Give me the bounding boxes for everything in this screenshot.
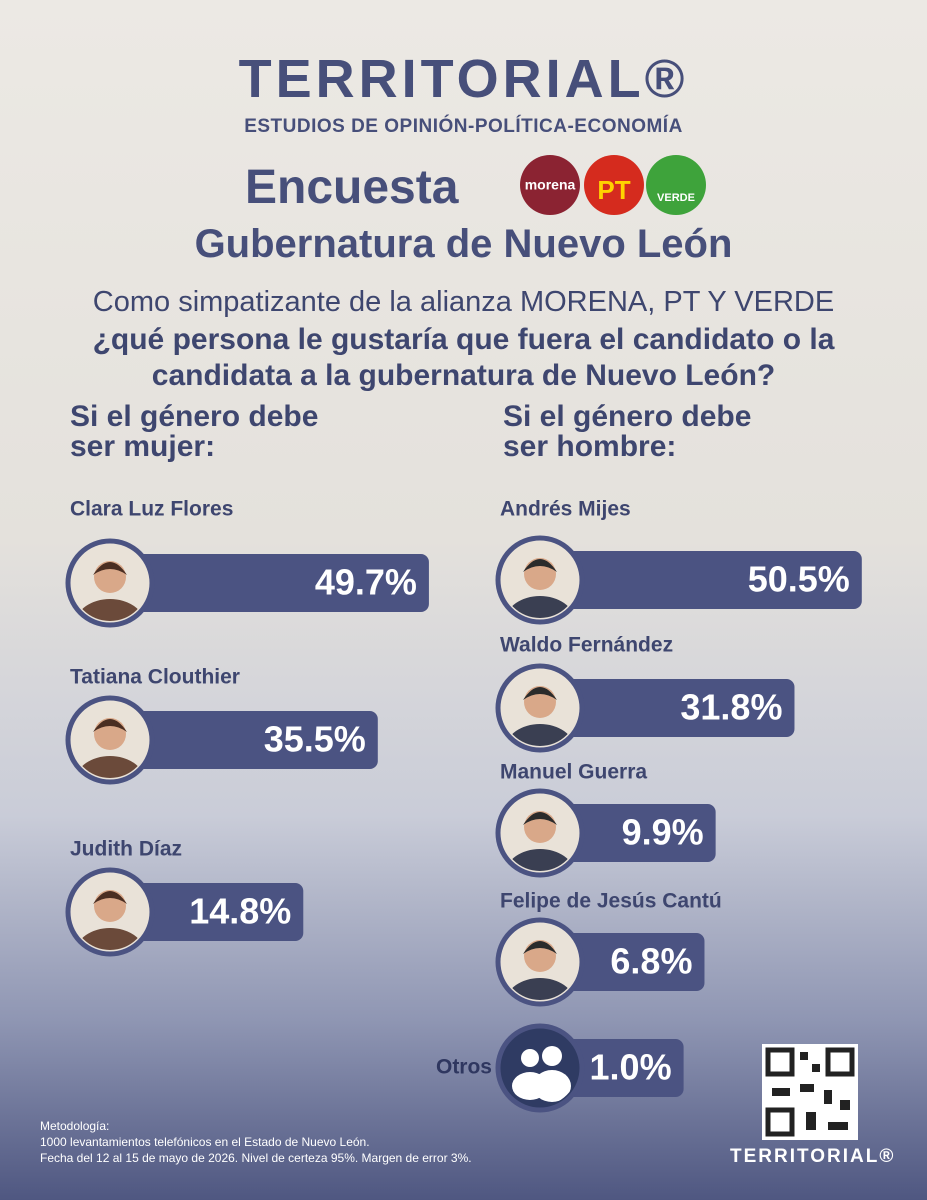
person-hair (93, 719, 127, 732)
survey-label: Encuesta (245, 161, 459, 214)
value-label: 50.5% (748, 559, 850, 600)
avatar (506, 811, 574, 871)
avatar (76, 890, 144, 950)
title: Gubernatura de Nuevo León (194, 222, 733, 266)
person-head (542, 1046, 562, 1066)
person-body (506, 596, 574, 618)
person-hair (93, 562, 127, 575)
brand: TERRITORIAL® (238, 49, 689, 109)
avatar (512, 1046, 571, 1102)
person-body (506, 724, 574, 746)
qr-code (762, 1044, 858, 1140)
person-hair (523, 812, 557, 825)
bar (110, 554, 429, 612)
candidate-name: Otros (436, 1056, 492, 1079)
person-body (506, 978, 574, 1000)
person-body (76, 756, 144, 778)
person-body (533, 1070, 571, 1102)
methodology-line: 1000 levantamientos telefónicos en el Es… (40, 1135, 370, 1149)
group-title: Si el género debe ser mujer: (70, 400, 319, 463)
methodology: Metodología: 1000 levantamientos telefón… (40, 1118, 472, 1166)
logo-verde (646, 155, 706, 215)
person-hair (523, 559, 557, 572)
question-intro: Como simpatizante de la alianza MORENA, … (92, 286, 835, 318)
bar (540, 679, 795, 737)
group-title: Si el género debe ser hombre: (503, 400, 752, 463)
bar (540, 551, 862, 609)
value-label: 35.5% (264, 719, 366, 760)
party-name: morena (525, 177, 576, 193)
avatar (506, 686, 574, 746)
candidate-name: Andrés Mijes (500, 498, 631, 521)
question: ¿qué persona le gustaría que fuera el ca… (92, 323, 835, 392)
value-label: 31.8% (680, 687, 782, 728)
party-name: PT (597, 175, 630, 205)
footer-brand: TERRITORIAL® (730, 1146, 896, 1167)
party-logos: morena PT VERDE (520, 155, 706, 215)
avatar (506, 558, 574, 618)
value-label: 14.8% (189, 891, 291, 932)
candidate-name: Judith Díaz (70, 838, 182, 861)
person-hair (93, 891, 127, 904)
tagline: ESTUDIOS DE OPINIÓN-POLÍTICA-ECONOMÍA (244, 116, 683, 137)
candidate-name: Waldo Fernández (500, 634, 673, 657)
methodology-heading: Metodología: (40, 1119, 110, 1133)
avatar (506, 940, 574, 1000)
value-label: 49.7% (315, 562, 417, 603)
bar (110, 711, 378, 769)
candidate-name: Clara Luz Flores (70, 498, 233, 521)
value-label: 6.8% (610, 941, 692, 982)
candidate-name: Felipe de Jesús Cantú (500, 890, 722, 913)
avatar (76, 561, 144, 621)
person-body (506, 849, 574, 871)
person-body (76, 599, 144, 621)
logo-pt (584, 155, 644, 215)
value-label: 1.0% (590, 1047, 672, 1088)
person-body (76, 928, 144, 950)
bar (110, 883, 304, 941)
person-head (521, 1049, 539, 1067)
candidate-name: Manuel Guerra (500, 761, 647, 784)
party-name: VERDE (657, 192, 695, 204)
methodology-line: Fecha del 12 al 15 de mayo de 2026. Nive… (40, 1151, 472, 1165)
bar (540, 804, 716, 862)
logo-morena (520, 155, 580, 215)
avatar (76, 718, 144, 778)
candidate-name: Tatiana Clouthier (70, 666, 240, 689)
person-hair (523, 941, 557, 954)
person-hair (523, 687, 557, 700)
value-label: 9.9% (622, 812, 704, 853)
